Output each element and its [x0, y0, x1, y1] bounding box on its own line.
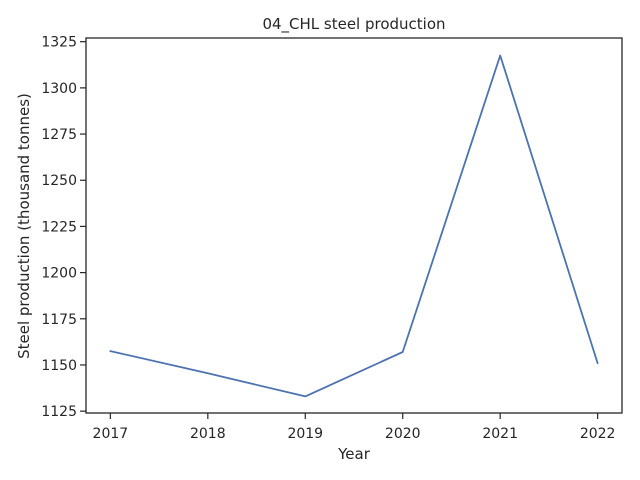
- y-tick-label: 1250: [41, 173, 77, 189]
- y-tick-label: 1175: [41, 312, 77, 328]
- x-tick-label: 2017: [93, 426, 129, 442]
- y-tick-label: 1325: [41, 35, 77, 51]
- plot-frame: [85, 37, 623, 414]
- y-axis-ticks: 1125 1150 1175 1200 1225 1250 1275 1300 1325: [41, 35, 86, 420]
- y-axis-label: Steel production (thousand tonnes): [15, 93, 33, 359]
- x-tick-label: 2021: [482, 426, 518, 442]
- x-axis-label: Year: [337, 445, 371, 463]
- y-tick-label: 1300: [41, 81, 77, 97]
- y-tick-label: 1275: [41, 127, 77, 143]
- y-tick-label: 1150: [41, 358, 77, 374]
- x-tick-label: 2022: [580, 426, 616, 442]
- x-tick-label: 2020: [385, 426, 421, 442]
- series-line-steel-production: [109, 54, 599, 398]
- y-tick-label: 1225: [41, 219, 77, 235]
- chart-title: 04_CHL steel production: [262, 15, 445, 34]
- y-tick-label: 1125: [41, 404, 77, 420]
- x-tick-label: 2019: [287, 426, 323, 442]
- x-tick-label: 2018: [190, 426, 226, 442]
- y-tick-label: 1200: [41, 266, 77, 282]
- x-axis-ticks: 2017 2018 2019 2020 2021 2022: [93, 413, 616, 442]
